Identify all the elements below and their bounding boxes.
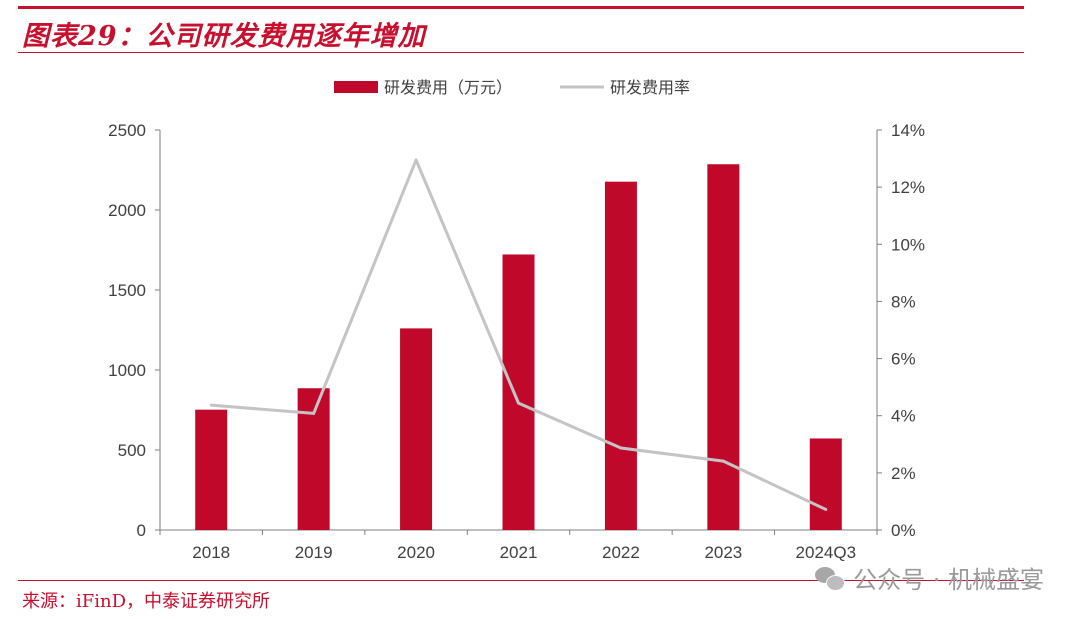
title-rule [18,52,1024,53]
legend-swatch-bar [334,81,378,93]
y-right-tick-label: 12% [891,178,925,197]
x-tick-label: 2018 [192,543,230,562]
x-tick-label: 2019 [295,543,333,562]
x-tick-label: 2022 [602,543,640,562]
y-left-tick-label: 2000 [108,201,146,220]
y-left-tick-label: 2500 [108,121,146,140]
rd-rate-point-2022 [619,446,623,450]
bar-2020 [400,328,433,530]
rd-rate-point-2023 [721,459,725,463]
x-tick-label: 2020 [397,543,435,562]
legend-label-line: 研发费用率 [610,78,690,97]
x-tick-label: 2023 [704,543,742,562]
chart: 0 500 1000 1500 2000 2500 0% 2% 4% 6% 8% 10% 12% 14% 2… [108,78,925,562]
bar-2024Q3 [809,438,842,530]
y-right-tick-label: 8% [891,292,916,311]
watermark-text: 公众号 · 机械盛宴 [853,566,1044,594]
chart-title: 图表29：公司研发费用逐年增加 [22,21,426,52]
line-series [209,158,828,511]
y-right-tick-label: 6% [891,350,916,369]
y-right-tick-label: 14% [891,121,925,140]
bar-2023 [707,164,740,530]
y-right-tick-label: 0% [891,521,916,540]
y-left-tick-label: 500 [118,441,146,460]
rd-rate-point-2020 [414,158,418,162]
bar-series [195,164,842,531]
wechat-icon [815,565,846,591]
x-tick-label: 2024Q3 [796,543,857,562]
rd-rate-point-2024Q3 [824,507,828,511]
y-right-tick-label: 4% [891,407,916,426]
top-rule [18,6,1024,9]
legend-label-bar: 研发费用（万元） [384,78,512,97]
y-right-tick-label: 2% [891,464,916,483]
bar-2022 [604,181,637,530]
bar-2021 [502,254,535,531]
y-left-tick-label: 1500 [108,281,146,300]
rd-rate-point-2019 [312,411,316,415]
source-note: 来源：iFinD，中泰证券研究所 [22,591,271,612]
y-left-tick-label: 1000 [108,361,146,380]
y-left-tick-label: 0 [137,521,146,540]
axes: 0 500 1000 1500 2000 2500 0% 2% 4% 6% 8% 10% 12% 14% 2… [108,121,925,562]
x-tick-label: 2021 [500,543,538,562]
legend: 研发费用（万元） 研发费用率 [334,78,690,97]
source-rule [18,580,1024,581]
rd-rate-point-2018 [209,403,213,407]
y-right-tick-label: 10% [891,235,925,254]
watermark: 公众号 · 机械盛宴 [815,560,1044,595]
bar-2018 [195,409,228,530]
rd-rate-point-2021 [517,401,520,405]
